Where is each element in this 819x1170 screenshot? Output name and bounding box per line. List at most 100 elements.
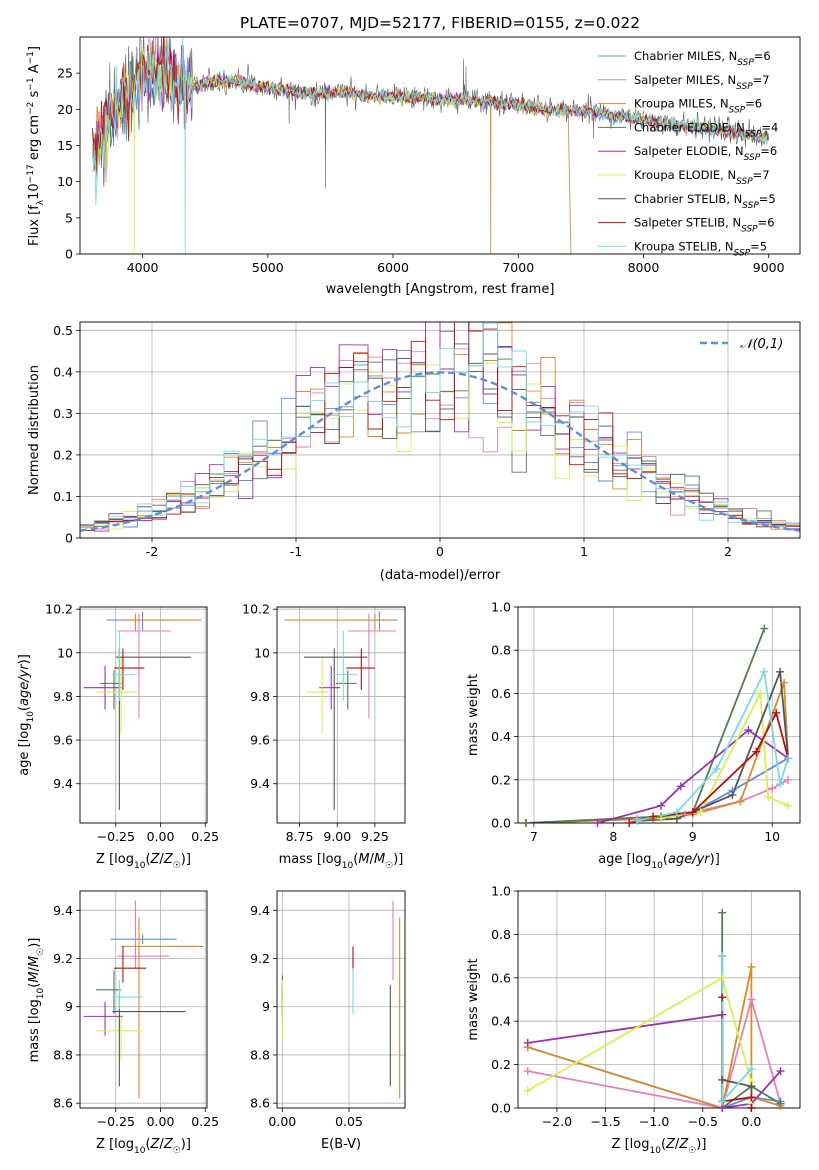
mass_weight_vs_Z-marker-kroupa-stelib xyxy=(718,952,727,961)
mass_weight_vs_Z-xtick-label: −1.5 xyxy=(590,1114,620,1129)
legend-label-salpeter-elodie-part: SSP xyxy=(744,153,761,163)
mass_vs_ebv-ytick-label: 8.6 xyxy=(250,1096,270,1111)
age_vs_Z-ylabel-part: ( xyxy=(17,706,32,711)
legend-label-chabrier-miles-part: =6 xyxy=(754,49,771,63)
mass_weight_vs_age-marker-salpeter-stelib xyxy=(625,819,634,827)
legend-label-kroupa-miles-part: Kroupa MILES, N xyxy=(634,97,729,111)
mass_vs_ebv-ytick-label: 9.4 xyxy=(250,903,270,918)
mass_weight_vs_age-xtick-label: 8 xyxy=(609,829,617,844)
mass_weight_vs_age-xtick-label: 9 xyxy=(689,829,697,844)
mass_weight_vs_Z-marker-salpeter-elodie xyxy=(718,1010,727,1019)
mass_weight_vs_age-marker-kroupa-stelib xyxy=(776,780,785,789)
mass_vs_Z-ylabel-part: ☉ xyxy=(36,948,46,956)
age_vs_Z-plot xyxy=(83,611,202,810)
mass_vs_Z-xlabel-part: Z xyxy=(150,1137,161,1152)
spectrum-ytick-label: 15 xyxy=(57,138,73,153)
residuals-ytick-label: 0 xyxy=(65,531,73,546)
legend-label-kroupa-miles-part: SSP xyxy=(729,106,746,116)
mass_vs_Z-ytick-label: 9 xyxy=(65,999,73,1014)
mass_weight_vs_Z-marker-salpeter-stelib xyxy=(747,1093,756,1102)
mass_weight_vs_age-ylabel: mass weight xyxy=(466,674,481,756)
mass_weight_vs_age-plot xyxy=(525,628,789,823)
age_vs_Z-xlabel-part: Z xyxy=(150,852,161,867)
legend-label-chabrier-elodie-part: SSP xyxy=(745,129,762,139)
age_vs_Z-xlabel-part: ( xyxy=(145,852,150,867)
mass_vs_Z-xlabel-part: Z xyxy=(163,1137,174,1152)
spectrum-xtick-label: 9000 xyxy=(753,260,785,275)
mass_weight_vs_Z-marker-kroupa-elodie xyxy=(523,1086,532,1095)
mass_weight_vs_Z-marker-salpeter-elodie xyxy=(523,1038,532,1047)
spectrum-xlabel: wavelength [Angstrom, rest frame] xyxy=(326,282,555,297)
mass_weight_vs_age-xlabel: age [log10(age/yr)] xyxy=(598,852,720,871)
age_vs_Z-ytick-label: 10 xyxy=(57,645,73,660)
spectrum-ylabel-part: ] xyxy=(27,46,42,51)
mass_weight_vs_Z-line-salpeter-miles xyxy=(527,996,782,1108)
spectrum-ylabel: Flux [fλ10−17 erg cm−2 s−1 A−1] xyxy=(26,46,46,246)
age_vs_Z-ylabel-part: 10 xyxy=(26,711,36,723)
mass_vs_Z-panel: −0.25 0.00 0.258.68.899.29.4Z [log10(Z/Z☉)… xyxy=(27,890,219,1156)
mass_vs_Z-ylabel-part: mass [log xyxy=(27,999,42,1062)
legend-label-chabrier-elodie: Chabrier ELODIE, NSSP=4 xyxy=(634,120,778,139)
legend-label-salpeter-stelib-part: SSP xyxy=(741,225,758,235)
mass_vs_Z-xlabel: Z [log10(Z/Z☉)] xyxy=(96,1137,191,1156)
mass_vs_Z-xlabel-part: Z [log xyxy=(96,1137,134,1152)
mass_weight_vs_Z-xlabel-part: ( xyxy=(661,1137,666,1152)
mass_vs_Z-xtick-label: 0.25 xyxy=(191,1114,219,1129)
residuals-ytick-label: 0.2 xyxy=(53,447,73,462)
age_vs_mass-xlabel-part: ( xyxy=(353,852,358,867)
legend-label-kroupa-miles-part: =6 xyxy=(745,97,762,111)
mass_weight_vs_age-marker-salpeter-stelib xyxy=(752,747,761,756)
mass_weight_vs_age-line-kroupa-miles xyxy=(525,682,789,823)
legend-label-salpeter-elodie: Salpeter ELODIE, NSSP=6 xyxy=(634,144,777,163)
mass_vs_ebv-xlabel: E(B-V) xyxy=(321,1137,361,1152)
mass_weight_vs_Z-frame xyxy=(517,890,801,1109)
age_vs_Z-xlabel-part: 10 xyxy=(134,861,146,871)
age_vs_Z-xlabel-part: )] xyxy=(181,852,191,867)
residuals-ytick-label: 0.5 xyxy=(53,323,73,338)
age_vs_Z-ytick-label: 9.4 xyxy=(53,776,73,791)
residuals-xtick-label: 2 xyxy=(724,544,732,559)
mass_vs_Z-ytick-label: 9.2 xyxy=(53,951,73,966)
legend-label-chabrier-miles-part: SSP xyxy=(737,58,754,68)
mass_weight_vs_age-line-chabrier-stelib xyxy=(637,671,789,822)
legend-label-chabrier-miles: Chabrier MILES, NSSP=6 xyxy=(634,49,771,68)
mass_vs_ebv-xtick-label: 0.00 xyxy=(268,1114,296,1129)
mass_weight_vs_Z-xlabel-part: Z xyxy=(665,1137,676,1152)
mass_weight_vs_age-ytick-label: 1.0 xyxy=(491,600,511,615)
mass_weight_vs_Z-xtick-label: −0.5 xyxy=(688,1114,718,1129)
mass_weight_vs_age-marker-salpeter-stelib xyxy=(772,708,781,717)
spectrum-panel: 4000 5000 6000 7000 8000 9000 0 5 10 15 20 25 wavele… xyxy=(26,36,801,297)
spectrum-ytick-label: 10 xyxy=(57,174,73,189)
mass_weight_vs_age-marker-salpeter-miles xyxy=(784,775,793,784)
mass_weight_vs_age-marker-kroupa-stelib xyxy=(712,765,721,773)
residuals-xlabel: (data-model)/error xyxy=(380,568,501,583)
mass_weight_vs_age-marker-salpeter-miles xyxy=(680,810,689,819)
age_vs_mass-xlabel-part: ☉ xyxy=(385,861,393,871)
age_vs_Z-xlabel: Z [log10(Z/Z☉)] xyxy=(96,852,191,871)
age_vs_mass-ytick-label: 9.4 xyxy=(250,776,270,791)
mass_vs_Z-ylabel-part: )] xyxy=(27,938,42,948)
mass_weight_vs_Z-ytick-label: 0.2 xyxy=(491,1057,511,1072)
mass_weight_vs_age-marker-kroupa-miles xyxy=(780,678,789,687)
mass_weight_vs_age-ytick-label: 0.6 xyxy=(491,686,511,701)
age_vs_mass-xlabel-part: )] xyxy=(393,852,403,867)
spectrum-ylabel-part: Flux [f xyxy=(27,205,42,246)
mass_weight_vs_Z-ytick-label: 1.0 xyxy=(491,884,511,899)
legend-label-kroupa-elodie-part: SSP xyxy=(736,177,753,187)
legend-label-salpeter-stelib-part: Salpeter STELIB, N xyxy=(634,216,741,230)
mass_weight_vs_age-xlabel-part: )] xyxy=(710,852,720,867)
mass_weight_vs_age-marker-kroupa-stelib xyxy=(633,816,642,825)
mass_vs_Z-xlabel-part: ☉ xyxy=(173,1146,181,1156)
age_vs_Z-ytick-label: 9.6 xyxy=(53,733,73,748)
legend-label-chabrier-miles-part: Chabrier MILES, N xyxy=(634,49,737,63)
mass_vs_Z-ytick-label: 9.4 xyxy=(53,903,73,918)
age_vs_mass-xlabel-part: M xyxy=(358,852,369,867)
mass_vs_ebv-ytick-label: 9.2 xyxy=(250,951,270,966)
spectrum-ylabel-part: 10 xyxy=(27,183,42,200)
spectrum-xtick-label: 8000 xyxy=(628,260,660,275)
spectrum-line-kroupa-stelib xyxy=(92,37,770,254)
spectrum-xtick-label: 7000 xyxy=(502,260,534,275)
age_vs_mass-xtick-label: 9.25 xyxy=(361,829,389,844)
mass_weight_vs_age-xlabel-part: ( xyxy=(663,852,668,867)
